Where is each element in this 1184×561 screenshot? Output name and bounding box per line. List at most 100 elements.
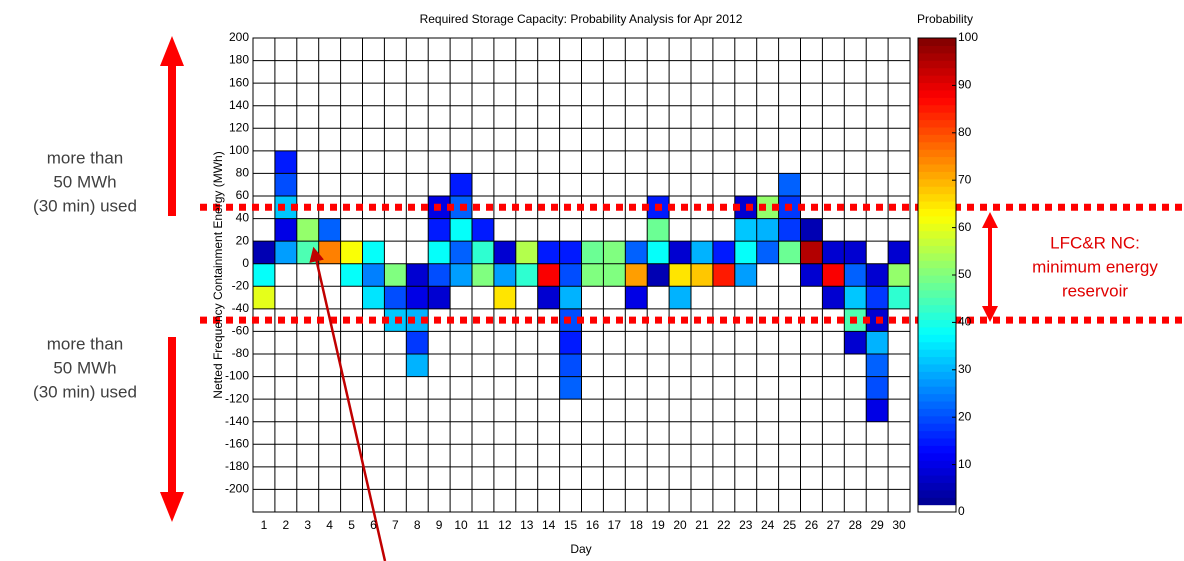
colorbar-swatch [918, 504, 956, 513]
colorbar-tick-label: 30 [958, 362, 972, 376]
heat-cell [822, 241, 845, 264]
pointer-arrow [309, 246, 387, 561]
annotation-right: reservoir [1062, 281, 1128, 300]
heat-cell [559, 376, 582, 400]
y-tick-label: -200 [225, 482, 249, 496]
heat-cell [866, 286, 889, 309]
colorbar-swatch [918, 349, 956, 358]
y-axis-label: Netted Frequency Containment Energy (MWh… [211, 151, 225, 398]
heat-cell [406, 286, 429, 309]
heat-cell [274, 150, 297, 174]
colorbar-swatch [918, 75, 956, 84]
colorbar-tick-label: 40 [958, 315, 972, 329]
y-tick-label: 0 [242, 256, 249, 270]
heat-cell [362, 241, 385, 264]
colorbar-swatch [918, 163, 956, 172]
heat-cell [778, 173, 801, 196]
heat-cell [647, 241, 670, 264]
x-tick-label: 22 [717, 518, 731, 532]
heat-cell [472, 263, 494, 287]
y-tick-label: 140 [229, 98, 249, 112]
down-arrow [160, 337, 184, 522]
heat-cell [778, 241, 801, 264]
heat-cell [734, 241, 757, 264]
x-tick-label: 7 [392, 518, 399, 532]
y-tick-label: -40 [232, 301, 250, 315]
colorbar-swatch [918, 408, 956, 417]
colorbar-swatch [918, 260, 956, 269]
colorbar-swatch [918, 223, 956, 232]
x-tick-label: 3 [304, 518, 311, 532]
heat-cell [472, 218, 494, 242]
x-tick-label: 8 [414, 518, 421, 532]
colorbar-tick-label: 100 [958, 30, 978, 44]
colorbar-swatch [918, 89, 956, 98]
heat-cell [406, 354, 429, 377]
heat-cell [691, 241, 713, 264]
x-tick-label: 12 [498, 518, 512, 532]
colorbar-tick-label: 0 [958, 504, 965, 518]
heat-cell [450, 173, 472, 196]
colorbar-swatch [918, 178, 956, 187]
x-tick-label: 27 [827, 518, 841, 532]
y-tick-label: 160 [229, 75, 249, 89]
heat-cell [406, 263, 429, 287]
colorbar-swatch [918, 275, 956, 284]
colorbar-swatch [918, 38, 956, 47]
colorbar-swatch [918, 289, 956, 298]
heat-cell [274, 196, 297, 219]
heat-cell [253, 263, 275, 287]
chart-title: Required Storage Capacity: Probability A… [420, 12, 743, 26]
overlay [200, 203, 1184, 324]
heat-cell [274, 173, 297, 196]
colorbar-tick-label: 10 [958, 457, 972, 471]
colorbar-swatch [918, 141, 956, 150]
colorbar-swatch [918, 149, 956, 158]
annotation-lower_left: 50 MWh [53, 358, 116, 377]
colorbar-swatch [918, 474, 956, 483]
heat-cell [559, 354, 582, 377]
colorbar-swatch [918, 45, 956, 54]
colorbar-swatch [918, 437, 956, 446]
x-tick-label: 23 [739, 518, 753, 532]
x-tick-label: 6 [370, 518, 377, 532]
colorbar-swatch [918, 267, 956, 276]
colorbar-tick-label: 20 [958, 409, 972, 423]
heat-cell [888, 263, 910, 287]
annotation-lower_left: more than [47, 334, 124, 353]
annotation-upper_left: more than [47, 148, 124, 167]
colorbar-swatch [918, 430, 956, 439]
colorbar-swatch [918, 156, 956, 165]
colorbar-tick-label: 60 [958, 220, 972, 234]
heat-cell [800, 241, 823, 264]
colorbar-swatch [918, 356, 956, 365]
heat-cell [253, 241, 275, 264]
colorbar-swatch [918, 326, 956, 335]
heat-cell [253, 286, 275, 309]
heat-cell [734, 196, 757, 219]
colorbar-swatch [918, 334, 956, 343]
x-tick-label: 18 [630, 518, 644, 532]
heat-cell [625, 263, 648, 287]
colorbar-swatch [918, 52, 956, 61]
colorbar-swatch [918, 489, 956, 498]
y-tick-label: 80 [236, 166, 250, 180]
colorbar-swatch [918, 393, 956, 402]
x-tick-label: 25 [783, 518, 797, 532]
colorbar-swatch [918, 82, 956, 91]
y-tick-label: 60 [236, 188, 250, 202]
y-tick-label: -80 [232, 346, 250, 360]
heat-cell [318, 218, 341, 242]
colorbar-swatch [918, 119, 956, 128]
heat-cell [712, 263, 735, 287]
heat-cell [493, 263, 516, 287]
heat-cell [559, 286, 582, 309]
colorbar-swatch [918, 67, 956, 76]
heat-cell [537, 286, 560, 309]
heat-cell [844, 241, 867, 264]
colorbar-swatch [918, 60, 956, 69]
heat-cell [581, 241, 604, 264]
colorbar-swatch [918, 230, 956, 239]
x-axis-label: Day [570, 542, 591, 556]
